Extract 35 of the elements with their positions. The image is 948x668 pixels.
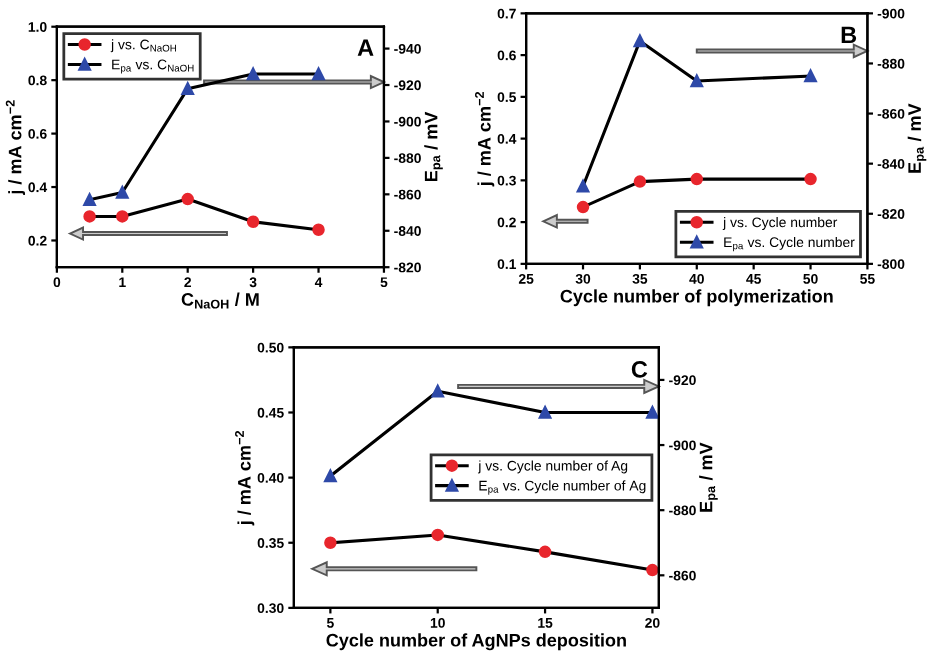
point (181, 192, 194, 206)
point (690, 74, 704, 88)
x-axis-title: Cycle number of AgNPs deposition (326, 633, 626, 651)
y2-axis-title: E$_{pa}$ / mV (907, 103, 927, 173)
point (324, 469, 337, 483)
point (246, 67, 260, 81)
annotation: C (631, 361, 648, 378)
annotation: A (357, 39, 374, 56)
point (246, 215, 260, 229)
y-axis-title: j / mA cm$^{−2}$ (5, 100, 25, 195)
point (312, 67, 325, 81)
point (83, 193, 96, 207)
point (690, 172, 704, 186)
point (538, 545, 552, 559)
y-axis-title: j / mA cm$^{−2}$ (235, 430, 255, 526)
y2-axis-title: E$_{pa}$ / mV (424, 111, 443, 182)
point (633, 175, 647, 188)
x-axis-title: Cycle number of polymerization (560, 289, 833, 307)
point (83, 210, 96, 223)
point (804, 69, 817, 83)
y-axis-title: j / mA cm$^{−2}$ (475, 91, 495, 187)
point (431, 528, 444, 542)
point (646, 563, 659, 577)
point (312, 223, 325, 237)
point (324, 536, 337, 549)
point (576, 200, 590, 214)
annotation: B (841, 26, 857, 43)
point (576, 179, 590, 193)
point (116, 210, 129, 223)
point (804, 172, 817, 186)
x-axis-title: C$_{NaOH}$ / M (181, 292, 259, 309)
point (633, 34, 647, 48)
point (181, 82, 194, 95)
point (538, 406, 552, 419)
y2-axis-title: E$_{pa}$ / mV (699, 442, 718, 512)
